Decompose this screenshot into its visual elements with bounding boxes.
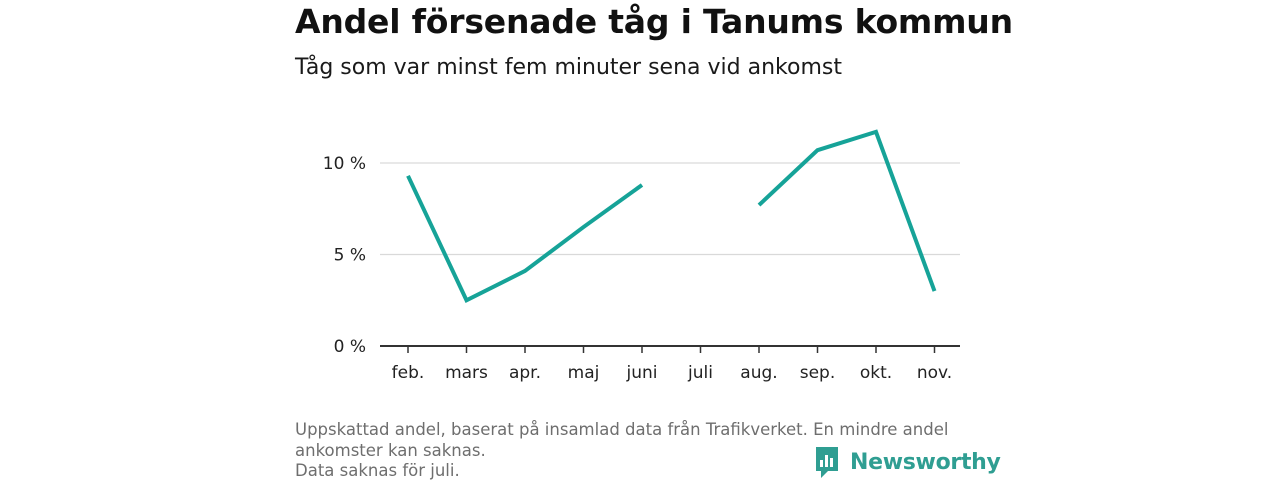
chart-subtitle: Tåg som var minst fem minuter sena vid a… bbox=[295, 55, 842, 80]
x-tick-label: apr. bbox=[509, 363, 541, 383]
newsworthy-logo: Newsworthy bbox=[814, 444, 1001, 480]
y-tick-label: 5 % bbox=[334, 246, 366, 266]
brand-name: Newsworthy bbox=[850, 449, 1001, 475]
x-tick-label: okt. bbox=[860, 363, 892, 383]
x-tick-label: juli bbox=[687, 363, 713, 383]
footer-line-3: Data saknas för juli. bbox=[295, 461, 460, 480]
x-tick-label: nov. bbox=[917, 363, 952, 383]
x-tick-label: feb. bbox=[392, 363, 425, 383]
x-tick-label: maj bbox=[568, 363, 600, 383]
footer-line-2: ankomster kan saknas. bbox=[295, 440, 486, 460]
series-line-segment bbox=[757, 129, 937, 292]
series-line-segment bbox=[406, 174, 644, 303]
footer-note: Uppskattad andel, baserat på insamlad da… bbox=[295, 420, 985, 482]
y-tick-label: 0 % bbox=[334, 337, 366, 357]
x-tick-label: aug. bbox=[740, 363, 777, 383]
y-tick-label: 10 % bbox=[323, 154, 366, 174]
newsworthy-logo-icon bbox=[816, 447, 838, 478]
chart-title: Andel försenade tåg i Tanums kommun bbox=[295, 2, 1013, 41]
x-tick-label: mars bbox=[445, 363, 488, 383]
footer-line-1: Uppskattad andel, baserat på insamlad da… bbox=[295, 420, 949, 439]
x-tick-label: sep. bbox=[800, 363, 836, 383]
x-tick-label: juni bbox=[626, 363, 658, 383]
